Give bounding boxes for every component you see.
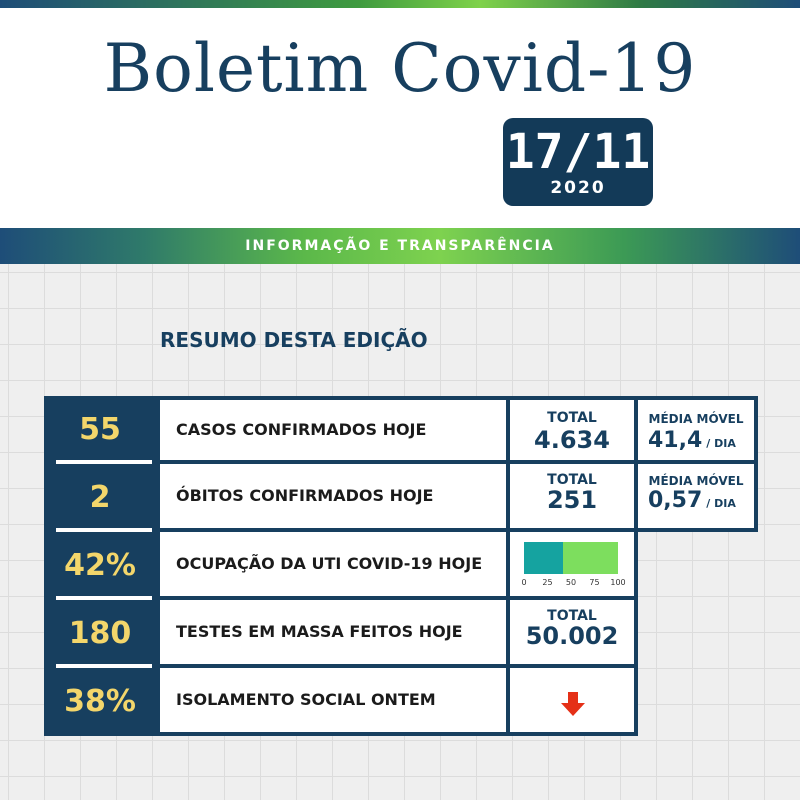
total-value: 4.634: [534, 426, 610, 454]
banner-text: INFORMAÇÃO E TRANSPARÊNCIA: [245, 238, 555, 254]
total-cell: TOTAL 251: [510, 464, 638, 532]
moving-average-label: MÉDIA MÓVEL: [648, 474, 744, 488]
total-label: TOTAL: [547, 608, 597, 624]
total-value: 50.002: [525, 622, 619, 650]
row-number: 180: [44, 600, 156, 668]
gauge-tick-label: 50: [565, 578, 577, 587]
row-label: TESTES EM MASSA FEITOS HOJE: [176, 622, 463, 641]
row-number: 38%: [44, 668, 156, 736]
moving-average-number: 0,57: [648, 488, 703, 513]
row-number: 55: [44, 396, 156, 464]
page-title: Boletim Covid-19: [103, 30, 697, 107]
banner: INFORMAÇÃO E TRANSPARÊNCIA: [0, 228, 800, 264]
row-number: 42%: [44, 532, 156, 600]
divider: [56, 596, 152, 600]
summary-table: 55 CASOS CONFIRMADOS HOJE TOTAL 4.634 MÉ…: [44, 396, 758, 736]
uti-gauge-ticks: 0 25 50 75 100: [520, 578, 626, 588]
row-label-box: TESTES EM MASSA FEITOS HOJE: [156, 600, 510, 668]
moving-average-unit: / DIA: [706, 497, 736, 510]
moving-average-number: 41,4: [648, 428, 703, 453]
gauge-tick-label: 0: [521, 578, 527, 587]
top-gradient-bar: [0, 0, 800, 8]
uti-gauge: [524, 542, 618, 574]
row-label-box: CASOS CONFIRMADOS HOJE: [156, 396, 510, 464]
table-row: 2 ÓBITOS CONFIRMADOS HOJE TOTAL 251 MÉDI…: [44, 464, 758, 532]
divider: [56, 528, 152, 532]
total-value: 251: [546, 486, 598, 514]
uti-gauge-cell: 0 25 50 75 100: [510, 532, 638, 600]
moving-average-unit: / DIA: [706, 437, 736, 450]
total-cell: TOTAL 50.002: [510, 600, 638, 668]
total-label: TOTAL: [547, 410, 597, 426]
date-badge: 17/11 2020: [503, 118, 653, 206]
row-number: 2: [44, 464, 156, 532]
table-row: 55 CASOS CONFIRMADOS HOJE TOTAL 4.634 MÉ…: [44, 396, 758, 464]
row-label: ISOLAMENTO SOCIAL ONTEM: [176, 690, 436, 709]
row-label-box: ISOLAMENTO SOCIAL ONTEM: [156, 668, 510, 736]
date-year: 2020: [550, 178, 606, 198]
gauge-tick-label: 75: [589, 578, 600, 587]
moving-average-cell: MÉDIA MÓVEL 0,57/ DIA: [638, 464, 758, 532]
moving-average-cell: MÉDIA MÓVEL 41,4/ DIA: [638, 396, 758, 464]
row-label: CASOS CONFIRMADOS HOJE: [176, 420, 427, 439]
divider: [56, 664, 152, 668]
gauge-tick-label: 25: [542, 578, 553, 587]
total-label: TOTAL: [547, 472, 597, 488]
uti-gauge-fill: [524, 542, 564, 574]
divider: [56, 460, 152, 464]
trend-cell: [510, 668, 638, 736]
table-row: 42% OCUPAÇÃO DA UTI COVID-19 HOJE 0 25 50 7…: [44, 532, 638, 600]
total-cell: TOTAL 4.634: [510, 396, 638, 464]
moving-average-label: MÉDIA MÓVEL: [648, 412, 744, 426]
gauge-tick-label: 100: [610, 578, 626, 587]
moving-average-value: 41,4/ DIA: [648, 428, 736, 453]
header: Boletim Covid-19: [0, 8, 800, 230]
row-label: OCUPAÇÃO DA UTI COVID-19 HOJE: [176, 554, 483, 573]
moving-average-value: 0,57/ DIA: [648, 488, 736, 513]
table-row: 38% ISOLAMENTO SOCIAL ONTEM: [44, 668, 638, 736]
section-title: RESUMO DESTA EDIÇÃO: [160, 328, 428, 352]
table-row: 180 TESTES EM MASSA FEITOS HOJE TOTAL 50…: [44, 600, 638, 668]
row-label-box: OCUPAÇÃO DA UTI COVID-19 HOJE: [156, 532, 510, 600]
row-label: ÓBITOS CONFIRMADOS HOJE: [176, 486, 434, 505]
arrow-down-icon: [561, 692, 585, 716]
row-label-box: ÓBITOS CONFIRMADOS HOJE: [156, 464, 510, 532]
date-day: 17/11: [505, 124, 651, 180]
